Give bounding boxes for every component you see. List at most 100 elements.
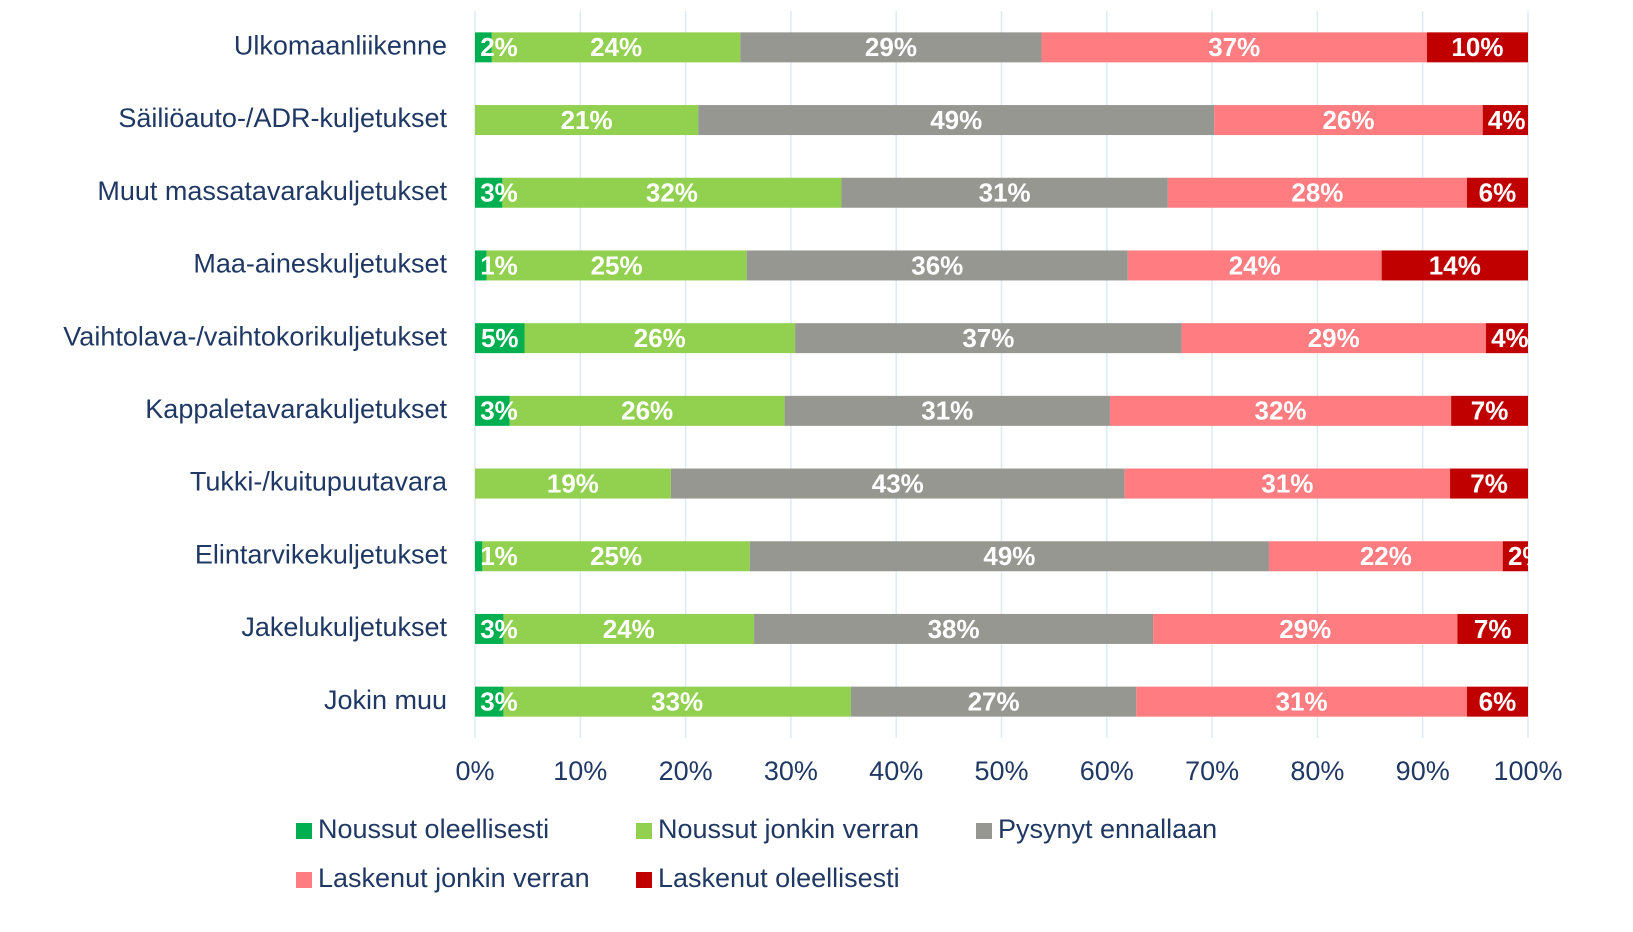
bar-segment bbox=[475, 613, 504, 644]
data-label: 29% bbox=[865, 32, 917, 62]
data-label: 2% bbox=[1508, 541, 1546, 571]
data-label: 24% bbox=[603, 614, 655, 644]
data-label: 14% bbox=[1429, 250, 1481, 280]
bar-segment bbox=[1502, 541, 1528, 572]
data-label: 26% bbox=[621, 396, 673, 426]
data-label: 38% bbox=[928, 614, 980, 644]
category-label: Kappaletavarakuljetukset bbox=[145, 394, 447, 424]
bar-segment bbox=[524, 323, 796, 354]
bar-segment bbox=[509, 395, 785, 426]
legend-swatch bbox=[296, 823, 312, 839]
data-label: 19% bbox=[547, 468, 599, 498]
legend-swatch bbox=[296, 872, 312, 888]
data-label: 31% bbox=[1261, 468, 1313, 498]
bar-segment bbox=[475, 250, 487, 281]
bar-segment bbox=[1381, 250, 1528, 281]
bar-segment bbox=[475, 177, 503, 208]
legend-label: Noussut oleellisesti bbox=[318, 814, 549, 844]
bar-segment bbox=[491, 32, 741, 63]
legend-swatch bbox=[636, 823, 652, 839]
x-tick-label: 60% bbox=[1080, 756, 1134, 786]
data-label: 7% bbox=[1471, 396, 1509, 426]
bar-segment bbox=[749, 541, 1269, 572]
bar-segment bbox=[1451, 395, 1528, 426]
bar-segment bbox=[502, 177, 842, 208]
bar-segment bbox=[1466, 177, 1528, 208]
bar-segment bbox=[475, 105, 699, 136]
data-label: 37% bbox=[962, 323, 1014, 353]
category-label: Maa-aineskuljetukset bbox=[193, 249, 447, 279]
data-label: 7% bbox=[1474, 614, 1512, 644]
bar-segment bbox=[1124, 468, 1451, 499]
x-tick-label: 70% bbox=[1185, 756, 1239, 786]
data-label: 3% bbox=[480, 396, 518, 426]
bar-segment bbox=[475, 468, 671, 499]
bar-segment bbox=[1457, 613, 1528, 644]
data-label: 33% bbox=[651, 687, 703, 717]
data-label: 4% bbox=[1488, 105, 1526, 135]
x-tick-label: 80% bbox=[1290, 756, 1344, 786]
data-label: 31% bbox=[921, 396, 973, 426]
bar-segment bbox=[475, 32, 492, 63]
legend-label: Laskenut jonkin verran bbox=[318, 863, 590, 893]
bar-segment bbox=[1167, 177, 1467, 208]
category-label: Säiliöauto-/ADR-kuljetukset bbox=[118, 103, 447, 133]
category-label: Vaihtolava-/vaihtokorikuljetukset bbox=[63, 321, 447, 351]
category-label: Elintarvikekuljetukset bbox=[195, 539, 448, 569]
bars bbox=[475, 32, 1528, 717]
data-label: 1% bbox=[480, 541, 518, 571]
bar-segment bbox=[1136, 686, 1467, 717]
data-label: 32% bbox=[1255, 396, 1307, 426]
category-label: Muut massatavarakuljetukset bbox=[97, 176, 447, 206]
legend-label: Noussut jonkin verran bbox=[658, 814, 919, 844]
bar-segment bbox=[698, 105, 1215, 136]
bar-segment bbox=[1466, 686, 1528, 717]
bar-segment bbox=[475, 686, 504, 717]
bar-segment bbox=[740, 32, 1042, 63]
bar-segment bbox=[482, 541, 750, 572]
bar-segment bbox=[795, 323, 1182, 354]
data-label: 2% bbox=[480, 32, 518, 62]
x-tick-label: 10% bbox=[553, 756, 607, 786]
x-tick-label: 100% bbox=[1493, 756, 1562, 786]
data-label: 49% bbox=[930, 105, 982, 135]
data-label: 27% bbox=[968, 687, 1020, 717]
x-tick-label: 0% bbox=[455, 756, 494, 786]
legend-label: Pysynyt ennallaan bbox=[998, 814, 1217, 844]
bar-segment bbox=[1214, 105, 1483, 136]
category-label: Jakelukuljetukset bbox=[241, 612, 447, 642]
data-label: 28% bbox=[1291, 178, 1343, 208]
bar-segment bbox=[1426, 32, 1528, 63]
data-label: 7% bbox=[1470, 468, 1508, 498]
bar-segment bbox=[475, 541, 483, 572]
bar-segment bbox=[503, 686, 851, 717]
data-label: 1% bbox=[480, 250, 518, 280]
data-label: 25% bbox=[590, 541, 642, 571]
legend-label: Laskenut oleellisesti bbox=[658, 863, 900, 893]
category-label: Tukki-/kuitupuutavara bbox=[190, 467, 448, 497]
data-label: 6% bbox=[1479, 178, 1517, 208]
data-label: 29% bbox=[1308, 323, 1360, 353]
data-label: 22% bbox=[1360, 541, 1412, 571]
x-tick-label: 90% bbox=[1396, 756, 1450, 786]
legend-swatch bbox=[976, 823, 992, 839]
data-label: 36% bbox=[911, 250, 963, 280]
data-label: 4% bbox=[1491, 323, 1529, 353]
data-label: 5% bbox=[481, 323, 519, 353]
x-tick-label: 20% bbox=[659, 756, 713, 786]
bar-segment bbox=[670, 468, 1125, 499]
bar-segment bbox=[784, 395, 1110, 426]
bar-segment bbox=[486, 250, 747, 281]
x-tick-label: 50% bbox=[974, 756, 1028, 786]
data-label: 6% bbox=[1479, 687, 1517, 717]
bar-segment bbox=[754, 613, 1154, 644]
bar-segment bbox=[1041, 32, 1427, 63]
data-label: 21% bbox=[561, 105, 613, 135]
category-label: Jokin muu bbox=[324, 685, 447, 715]
data-label: 29% bbox=[1279, 614, 1331, 644]
bar-segment bbox=[475, 323, 525, 354]
bar-segment bbox=[1482, 105, 1528, 136]
legend-swatch bbox=[636, 872, 652, 888]
bar-segment bbox=[1127, 250, 1382, 281]
bar-segment bbox=[1268, 541, 1503, 572]
